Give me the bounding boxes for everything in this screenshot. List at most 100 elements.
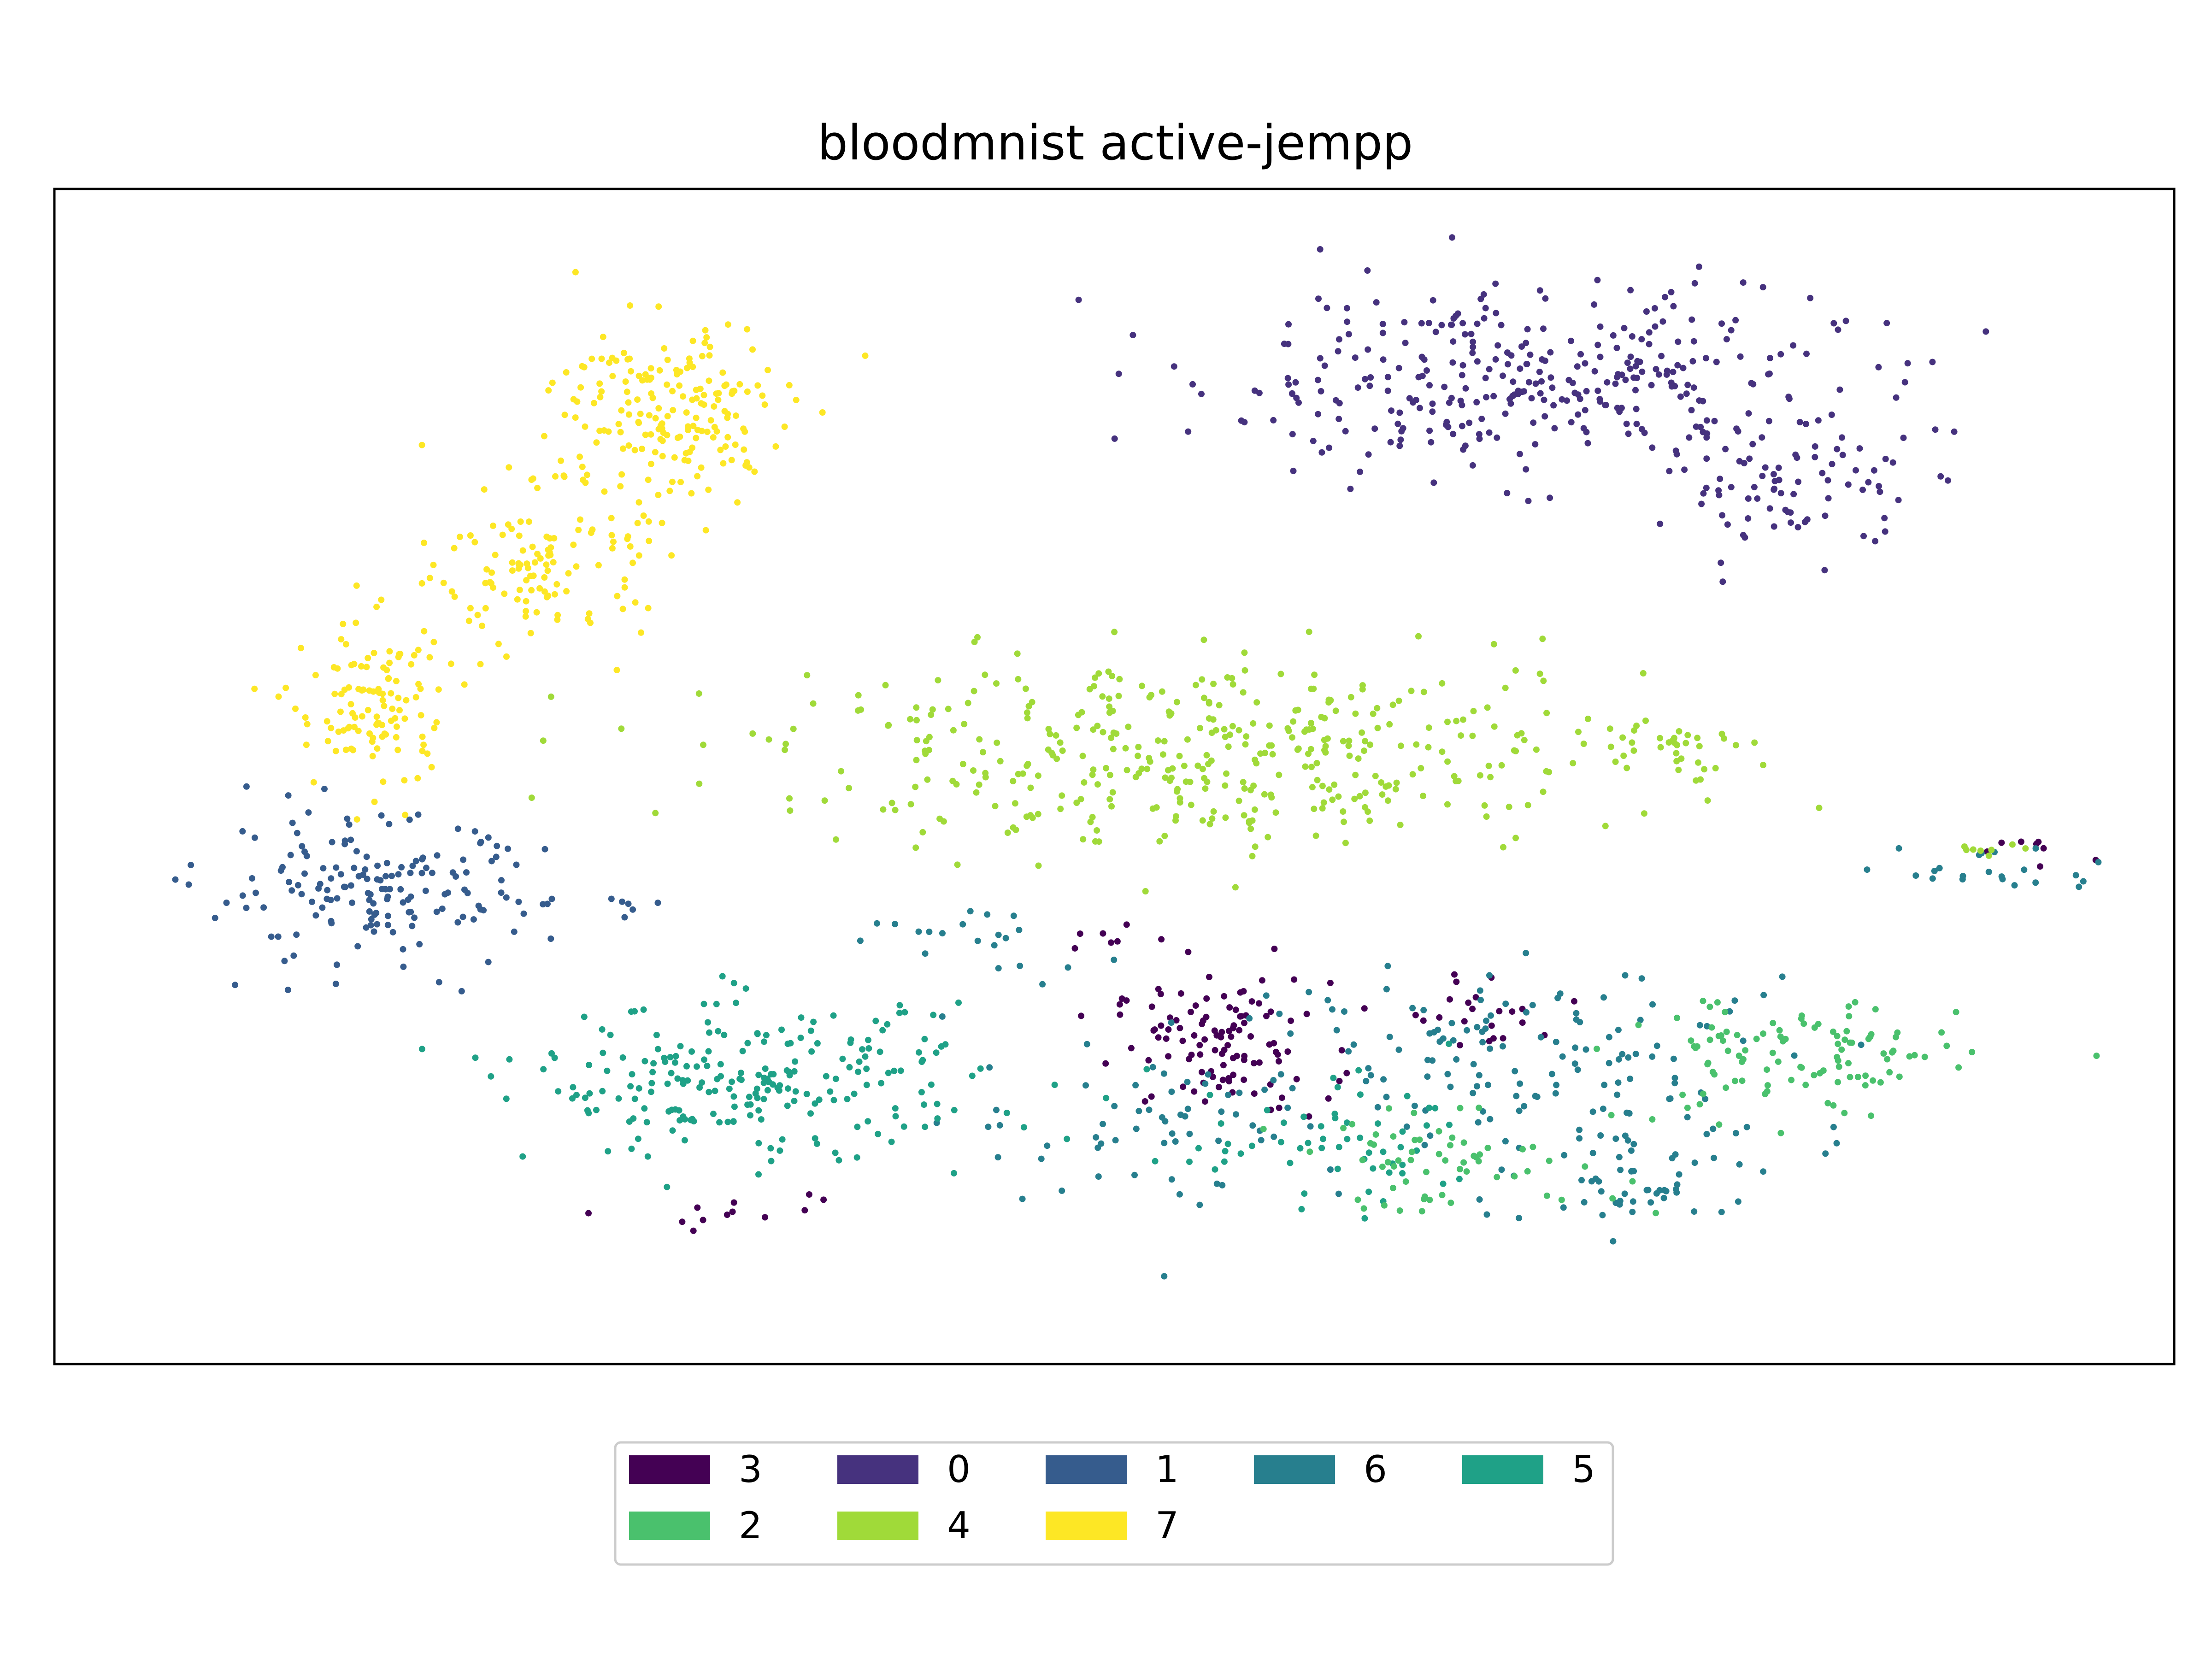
scatter-point [1472, 994, 1479, 1001]
scatter-point [681, 457, 688, 464]
scatter-point [1771, 486, 1777, 493]
scatter-point [1317, 355, 1324, 362]
scatter-point [1426, 427, 1433, 434]
scatter-point [371, 911, 378, 918]
scatter-point [335, 728, 342, 735]
scatter-point [516, 532, 523, 539]
scatter-point [363, 924, 370, 931]
scatter-point [2018, 838, 2024, 845]
scatter-point [1621, 1190, 1628, 1197]
scatter-point [807, 1110, 814, 1117]
scatter-point [1622, 1132, 1629, 1139]
scatter-point [925, 747, 932, 753]
scatter-point [337, 708, 344, 715]
scatter-point [530, 572, 537, 579]
scatter-point [737, 1070, 744, 1077]
scatter-point [638, 629, 644, 636]
scatter-point [388, 872, 395, 879]
scatter-point [1523, 950, 1530, 957]
scatter-point [1310, 437, 1317, 444]
scatter-point [1179, 1037, 1186, 1044]
scatter-point [1536, 287, 1543, 294]
scatter-point [1111, 435, 1118, 442]
scatter-point [1969, 1049, 1976, 1055]
scatter-point [969, 1072, 976, 1079]
scatter-point [1901, 379, 1908, 386]
scatter-point [1158, 936, 1165, 943]
scatter-point [1617, 1166, 1624, 1173]
scatter-point [454, 919, 461, 926]
scatter-point [1325, 696, 1332, 703]
scatter-point [1696, 1022, 1703, 1029]
scatter-point [1615, 1026, 1622, 1033]
scatter-point [1627, 287, 1634, 294]
scatter-point [1012, 826, 1019, 833]
scatter-point [1571, 1060, 1578, 1067]
legend-label: 7 [1155, 1504, 1179, 1547]
scatter-point [741, 428, 748, 435]
scatter-point [1015, 771, 1022, 777]
scatter-point [337, 871, 344, 878]
scatter-point [1739, 1077, 1746, 1084]
scatter-point [844, 1095, 851, 1102]
scatter-point [721, 408, 728, 415]
scatter-point [1288, 1018, 1294, 1024]
scatter-point [1653, 1042, 1660, 1049]
scatter-point [601, 488, 608, 495]
scatter-point [1447, 1083, 1454, 1090]
scatter-point [922, 950, 929, 957]
scatter-point [1724, 1047, 1731, 1054]
scatter-point [572, 269, 579, 276]
scatter-point [1824, 477, 1831, 484]
scatter-point [1659, 318, 1666, 325]
scatter-point [430, 561, 437, 568]
scatter-point [1735, 428, 1741, 435]
scatter-point [1205, 1071, 1212, 1078]
scatter-point [419, 747, 426, 754]
scatter-point [1276, 771, 1282, 778]
scatter-point [1267, 1008, 1274, 1015]
scatter-point [563, 369, 570, 376]
scatter-point [1432, 1105, 1439, 1112]
scatter-point [1351, 795, 1358, 802]
scatter-point [643, 1119, 650, 1126]
scatter-point [561, 473, 568, 480]
scatter-point [418, 580, 425, 587]
series-6-points [857, 845, 2102, 1280]
scatter-point [1146, 1106, 1153, 1113]
scatter-point [522, 613, 529, 620]
scatter-point [779, 1136, 786, 1143]
scatter-point [1470, 344, 1477, 350]
scatter-point [760, 1079, 767, 1086]
scatter-point [1852, 999, 1859, 1006]
scatter-point [1260, 1126, 1267, 1132]
scatter-point [669, 478, 676, 485]
scatter-point [1135, 1107, 1142, 1114]
scatter-point [642, 431, 649, 438]
scatter-point [1835, 326, 1841, 333]
scatter-point [767, 1145, 774, 1152]
scatter-point [1288, 390, 1295, 397]
scatter-point [1622, 377, 1629, 383]
scatter-point [1224, 1042, 1231, 1049]
scatter-point [810, 1018, 817, 1025]
scatter-point [706, 1029, 712, 1036]
scatter-point [880, 806, 887, 813]
scatter-point [1155, 986, 1162, 993]
scatter-point [1543, 710, 1550, 717]
scatter-point [655, 492, 662, 499]
scatter-point [1829, 461, 1835, 467]
scatter-point [328, 724, 335, 731]
scatter-point [1392, 786, 1399, 793]
scatter-point [980, 749, 986, 756]
scatter-point [347, 836, 354, 843]
scatter-point [477, 839, 484, 845]
scatter-point [1206, 715, 1212, 722]
scatter-point [1676, 728, 1683, 735]
scatter-point [608, 515, 615, 522]
scatter-point [519, 1153, 526, 1160]
scatter-point [501, 590, 508, 597]
scatter-point [1186, 1130, 1193, 1137]
scatter-point [1212, 727, 1219, 734]
scatter-point [1038, 1155, 1045, 1162]
